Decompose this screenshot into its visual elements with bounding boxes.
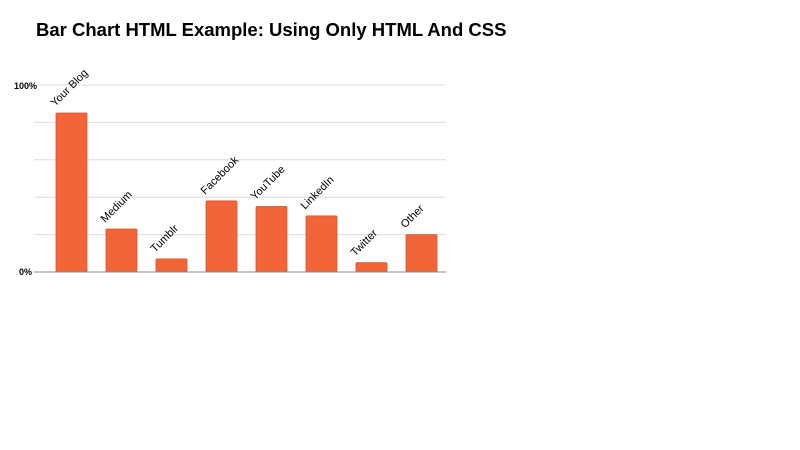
bar-twitter: [355, 262, 388, 273]
bar-label: Facebook: [199, 154, 242, 197]
chart-title: Bar Chart HTML Example: Using Only HTML …: [36, 19, 507, 40]
bar-label: LinkedIn: [299, 174, 337, 212]
bar-label: Other: [399, 203, 427, 231]
y-tick-label-min: 0%: [19, 267, 32, 277]
bar-label: Your Blog: [49, 67, 91, 109]
bar-youtube: [255, 206, 288, 273]
bar-your-blog: [55, 112, 88, 273]
bar-linkedin: [305, 215, 338, 273]
bar-other: [405, 234, 438, 273]
bar-label: Twitter: [349, 227, 381, 259]
bar-tumblr: [155, 258, 188, 273]
bars: [55, 112, 438, 273]
y-tick-label-max: 100%: [14, 81, 37, 91]
bar-label: Medium: [99, 189, 135, 225]
gridlines: [34, 84, 446, 236]
bar-facebook: [205, 200, 238, 273]
bar-label: Tumblr: [149, 222, 182, 255]
bar-medium: [105, 228, 138, 273]
